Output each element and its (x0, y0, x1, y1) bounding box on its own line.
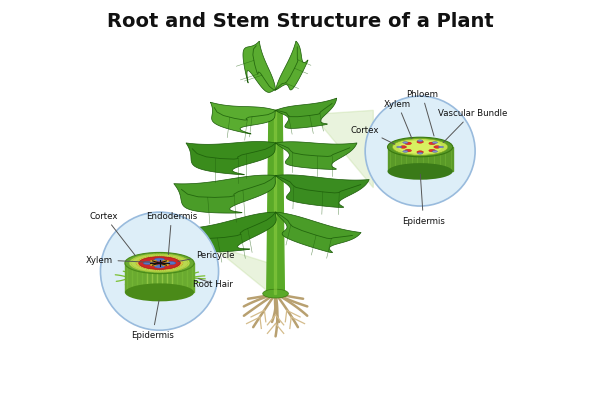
Ellipse shape (125, 253, 194, 274)
Ellipse shape (398, 141, 442, 154)
Text: Root Hair: Root Hair (193, 279, 233, 288)
Ellipse shape (263, 290, 289, 298)
Text: Cortex: Cortex (350, 126, 395, 145)
Ellipse shape (417, 151, 424, 154)
Text: Epidermis: Epidermis (131, 301, 174, 339)
Ellipse shape (403, 142, 408, 144)
Text: Xylem: Xylem (85, 256, 153, 265)
Ellipse shape (429, 143, 436, 145)
Polygon shape (125, 263, 194, 293)
Ellipse shape (162, 261, 169, 263)
Polygon shape (312, 111, 373, 188)
Circle shape (100, 213, 218, 330)
Circle shape (365, 97, 475, 207)
Ellipse shape (150, 264, 157, 266)
Ellipse shape (418, 153, 423, 155)
Ellipse shape (392, 139, 448, 156)
Polygon shape (174, 175, 275, 213)
Polygon shape (267, 111, 284, 294)
Polygon shape (275, 42, 308, 91)
Polygon shape (243, 42, 275, 93)
Ellipse shape (388, 138, 453, 157)
Polygon shape (274, 111, 276, 294)
Ellipse shape (388, 164, 453, 180)
Text: Vascular Bundle: Vascular Bundle (437, 109, 507, 143)
Ellipse shape (439, 147, 443, 148)
Ellipse shape (417, 141, 424, 144)
Text: Epidermis: Epidermis (402, 175, 445, 225)
Ellipse shape (139, 257, 180, 270)
Ellipse shape (131, 255, 188, 272)
Ellipse shape (434, 146, 440, 149)
Polygon shape (388, 148, 453, 172)
Ellipse shape (400, 146, 406, 149)
Ellipse shape (143, 262, 154, 265)
Ellipse shape (125, 284, 194, 301)
Ellipse shape (405, 150, 412, 153)
Polygon shape (275, 142, 357, 170)
Polygon shape (186, 213, 276, 252)
Polygon shape (211, 245, 275, 298)
Text: Pericycle: Pericycle (178, 250, 234, 262)
Text: Cortex: Cortex (90, 211, 136, 256)
Polygon shape (211, 103, 275, 135)
Polygon shape (186, 142, 275, 175)
Ellipse shape (397, 147, 402, 148)
Text: Phloem: Phloem (406, 90, 438, 137)
Ellipse shape (130, 254, 190, 272)
Polygon shape (275, 175, 369, 208)
Ellipse shape (405, 143, 412, 145)
Ellipse shape (429, 150, 436, 153)
Text: Endodermis: Endodermis (146, 211, 197, 255)
Ellipse shape (432, 151, 437, 153)
Polygon shape (275, 213, 361, 253)
Text: Xylem: Xylem (384, 99, 412, 139)
Ellipse shape (403, 151, 408, 153)
Ellipse shape (154, 258, 165, 262)
Ellipse shape (166, 262, 176, 265)
Polygon shape (275, 99, 337, 129)
Ellipse shape (157, 263, 162, 264)
Text: Root and Stem Structure of a Plant: Root and Stem Structure of a Plant (107, 11, 493, 31)
Ellipse shape (154, 265, 165, 268)
Ellipse shape (136, 256, 183, 271)
Ellipse shape (162, 264, 169, 266)
Ellipse shape (150, 261, 157, 263)
Ellipse shape (418, 141, 423, 142)
Ellipse shape (432, 142, 437, 144)
